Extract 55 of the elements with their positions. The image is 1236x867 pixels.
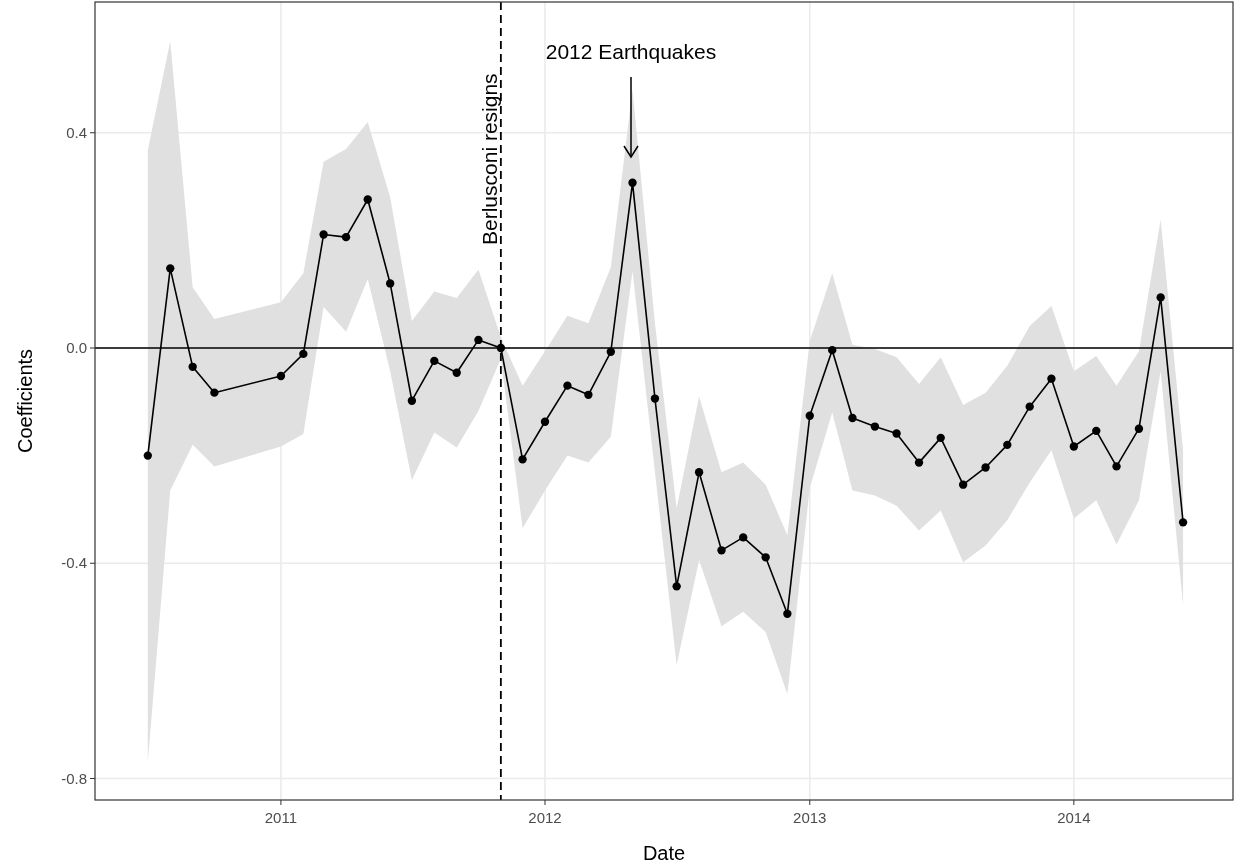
point	[1025, 402, 1034, 411]
point	[518, 455, 527, 464]
point	[1047, 374, 1056, 383]
y-tick-label: 0.0	[66, 339, 87, 357]
point	[783, 609, 792, 618]
point	[936, 433, 945, 443]
point	[717, 546, 726, 555]
y-tick-label: -0.4	[61, 554, 87, 572]
x-tick-label: 2011	[264, 809, 298, 826]
point	[1003, 440, 1012, 450]
point	[319, 230, 328, 239]
point	[563, 381, 572, 390]
point	[143, 451, 152, 460]
point	[650, 394, 660, 403]
y-tick-label: 0.4	[66, 124, 87, 142]
point	[672, 582, 681, 591]
point	[188, 362, 197, 372]
point	[892, 429, 901, 438]
point	[848, 413, 857, 423]
point	[805, 411, 814, 420]
y-tick-label: -0.8	[61, 769, 87, 787]
point	[958, 480, 968, 489]
point	[1112, 462, 1121, 471]
x-axis-title: Date	[642, 842, 686, 864]
point	[407, 396, 417, 405]
point	[1069, 442, 1079, 451]
point	[1156, 293, 1165, 302]
point	[1134, 424, 1144, 433]
point	[694, 468, 704, 477]
point	[299, 349, 308, 359]
point	[452, 368, 461, 377]
point	[474, 335, 483, 345]
point	[628, 178, 637, 187]
point	[385, 279, 395, 288]
point	[341, 232, 351, 242]
point	[981, 463, 990, 472]
point	[540, 417, 550, 426]
point	[210, 388, 219, 397]
point	[739, 533, 748, 542]
ref-line-label: Berlusconi resigns	[477, 73, 501, 245]
point	[914, 458, 924, 467]
point	[166, 264, 175, 273]
point	[276, 371, 286, 381]
point	[363, 195, 372, 204]
point	[1178, 518, 1188, 527]
point	[870, 422, 880, 431]
y-axis-title: Coefficients	[14, 348, 36, 454]
point	[1092, 426, 1101, 436]
point	[761, 553, 770, 562]
x-tick-label: 2014	[1057, 809, 1091, 826]
annotation: 2012 Earthquakes	[545, 40, 717, 64]
point	[430, 356, 439, 366]
x-tick-label: 2013	[793, 809, 827, 826]
point	[584, 390, 593, 399]
x-tick-label: 2012	[528, 809, 562, 826]
